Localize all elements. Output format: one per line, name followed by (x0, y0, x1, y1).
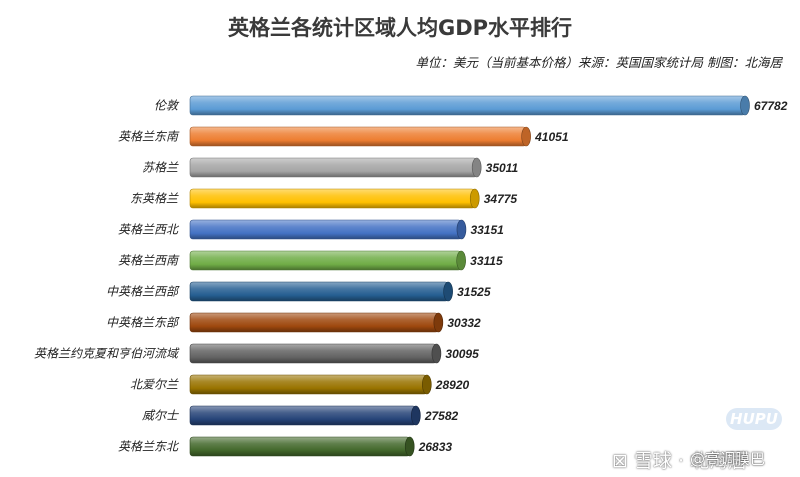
bar-cap-7 (433, 312, 444, 333)
xueqiu-watermark: ⊠ 雪球 · 北海居 (612, 450, 748, 472)
category-label-0: 伦敦 (154, 99, 180, 113)
value-label-2: 35011 (486, 161, 519, 175)
category-label-10: 威尔士 (142, 409, 179, 423)
bar-cap-6 (443, 281, 453, 302)
category-label-4: 英格兰西北 (118, 223, 180, 237)
value-label-8: 30095 (445, 347, 479, 361)
bar-11 (189, 436, 411, 457)
bar-cap-9 (421, 374, 432, 395)
chart-title: 英格兰各统计区域人均GDP水平排行 (227, 16, 573, 40)
bar-cap-2 (471, 157, 482, 178)
hupu-watermark: HUPU (726, 408, 782, 430)
value-label-1: 41051 (534, 130, 569, 144)
bar-cap-3 (469, 188, 480, 209)
category-label-1: 英格兰东南 (118, 130, 180, 144)
category-label-9: 北爱尔兰 (130, 378, 179, 392)
value-label-0: 67782 (754, 99, 788, 113)
category-label-5: 英格兰西南 (118, 254, 180, 268)
bar-cap-10 (411, 405, 421, 426)
bar-3 (189, 188, 476, 209)
bar-cap-1 (521, 126, 531, 147)
value-label-5: 33115 (470, 254, 503, 268)
bar-cap-11 (404, 436, 415, 457)
bar-2 (189, 157, 477, 178)
bar-9 (189, 374, 428, 395)
bar-10 (189, 405, 417, 426)
bar-8 (189, 343, 437, 364)
category-label-8: 英格兰约克夏和亨伯河流域 (34, 347, 180, 361)
value-label-7: 30332 (447, 316, 481, 330)
category-label-7: 中英格兰东部 (106, 316, 180, 330)
bar-cap-8 (431, 343, 442, 364)
bar-7 (189, 312, 439, 333)
bar-1 (189, 126, 527, 147)
category-label-11: 英格兰东北 (118, 440, 180, 454)
category-label-3: 东英格兰 (130, 192, 179, 206)
value-label-6: 31525 (457, 285, 491, 299)
value-label-10: 27582 (424, 409, 459, 423)
bar-cap-0 (740, 95, 750, 116)
value-label-11: 26833 (418, 440, 453, 454)
category-label-6: 中英格兰西部 (106, 285, 180, 299)
bar-0 (189, 95, 746, 116)
bar-cap-4 (456, 219, 467, 240)
value-label-9: 28920 (435, 378, 470, 392)
bar-4 (189, 219, 462, 240)
user-watermark: @高调膜巴 (690, 450, 766, 468)
chart-subtitle: 单位：美元（当前基本价格）来源：英国国家统计局 制图：北海居 (415, 55, 782, 70)
category-label-2: 苏格兰 (142, 161, 179, 175)
bar-6 (189, 281, 449, 302)
bar-cap-5 (456, 250, 466, 271)
value-label-3: 34775 (484, 192, 518, 206)
bar-5 (189, 250, 462, 271)
value-label-4: 33151 (470, 223, 504, 237)
